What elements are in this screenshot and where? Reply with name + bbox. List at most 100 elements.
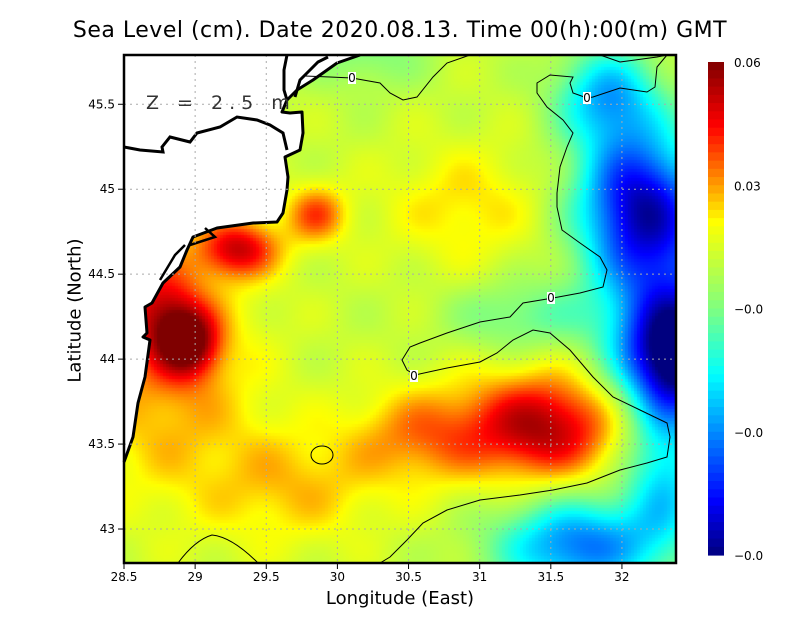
x-tick-label: 31.5 bbox=[537, 570, 564, 584]
colorbar-swatch bbox=[708, 464, 724, 474]
colorbar-swatch bbox=[708, 70, 724, 80]
colorbar-swatch bbox=[708, 250, 724, 260]
colorbar-swatch bbox=[708, 439, 724, 449]
colorbar-swatch bbox=[708, 119, 724, 129]
colorbar-swatch bbox=[708, 292, 724, 301]
x-tick-label: 29 bbox=[187, 570, 202, 584]
y-tick-label: 43.5 bbox=[88, 437, 115, 451]
colorbar-swatch bbox=[708, 242, 724, 252]
x-tick-label: 30.5 bbox=[395, 570, 422, 584]
contour-label: 0 bbox=[410, 369, 418, 383]
colorbar-swatch bbox=[708, 357, 724, 367]
colorbar-tick-label: −0.0 bbox=[734, 303, 763, 317]
colorbar-swatch bbox=[708, 398, 724, 408]
coastline bbox=[122, 53, 361, 463]
depth-annotation: Z = 2.5 m bbox=[146, 92, 296, 114]
colorbar-swatch bbox=[708, 374, 724, 384]
colorbar-tick-label: 0.06 bbox=[734, 56, 761, 70]
colorbar-swatch bbox=[708, 448, 724, 457]
colorbar-tick-label: −0.0 bbox=[734, 426, 763, 440]
colorbar-swatch bbox=[708, 489, 724, 499]
colorbar-swatch bbox=[708, 505, 724, 515]
zero-contour bbox=[310, 445, 334, 465]
colorbar-swatch bbox=[708, 530, 724, 540]
colorbar-swatch bbox=[708, 456, 724, 466]
colorbar-swatch bbox=[708, 324, 724, 334]
colorbar-swatch bbox=[708, 218, 724, 227]
contour-label-bg bbox=[348, 72, 356, 84]
colorbar-swatch bbox=[708, 160, 724, 170]
colorbar-swatch bbox=[708, 226, 724, 236]
colorbar-swatch bbox=[708, 415, 724, 425]
colorbar-swatch bbox=[708, 62, 724, 71]
zero-contour bbox=[379, 54, 671, 564]
colorbar-swatch bbox=[708, 300, 724, 310]
zero-contour bbox=[177, 534, 259, 564]
y-tick-label: 43 bbox=[100, 522, 115, 536]
lagoon-coastline bbox=[282, 54, 289, 101]
colorbar-swatch bbox=[708, 111, 724, 121]
colorbar-swatch bbox=[708, 193, 724, 203]
y-axis-label: Latitude (North) bbox=[64, 238, 86, 383]
contour-label-bg bbox=[410, 370, 418, 382]
y-tick-label: 44.5 bbox=[88, 267, 115, 281]
colorbar-swatch bbox=[708, 472, 724, 482]
x-tick-label: 28.5 bbox=[111, 570, 138, 584]
colorbar-swatch bbox=[708, 513, 724, 523]
colorbar-swatch bbox=[708, 86, 724, 96]
x-tick-label: 31 bbox=[472, 570, 487, 584]
colorbar-swatch bbox=[708, 127, 724, 137]
inland-coastline bbox=[123, 115, 289, 154]
colorbar-swatch bbox=[708, 546, 724, 556]
plot-frame bbox=[122, 53, 678, 565]
colorbar-swatch bbox=[708, 366, 724, 375]
colorbar-swatch bbox=[708, 177, 724, 186]
x-tick-label: 29.5 bbox=[253, 570, 280, 584]
colorbar-swatch bbox=[708, 185, 724, 195]
contour-label: 0 bbox=[547, 291, 555, 305]
colorbar-swatch bbox=[708, 341, 724, 351]
colorbar-swatch bbox=[708, 522, 724, 531]
colorbar-swatch bbox=[708, 308, 724, 318]
contour-label-bg bbox=[547, 292, 555, 304]
colorbar-swatch bbox=[708, 497, 724, 507]
chart-title: Sea Level (cm). Date 2020.08.13. Time 00… bbox=[72, 18, 728, 43]
colorbar-swatch bbox=[708, 390, 724, 400]
colorbar-swatch bbox=[708, 275, 724, 285]
colorbar-swatch bbox=[708, 481, 724, 490]
colorbar-swatch bbox=[708, 431, 724, 441]
y-tick-label: 44 bbox=[100, 352, 115, 366]
zero-contour bbox=[304, 54, 471, 101]
colorbar-tick-label: −0.0 bbox=[734, 549, 763, 563]
x-tick-label: 30 bbox=[330, 570, 345, 584]
colorbar-swatch bbox=[708, 94, 724, 104]
lagoon-coastline bbox=[189, 227, 218, 247]
colorbar-swatch bbox=[708, 209, 724, 219]
lagoon-coastline bbox=[293, 55, 329, 98]
contour-label: 0 bbox=[348, 71, 356, 85]
x-axis-label: Longitude (East) bbox=[325, 588, 475, 609]
colorbar-swatch bbox=[708, 538, 724, 548]
colorbar-swatch bbox=[708, 423, 724, 433]
colorbar-swatch bbox=[708, 201, 724, 211]
colorbar-swatch bbox=[708, 407, 724, 416]
colorbar-swatch bbox=[708, 152, 724, 162]
colorbar-swatch bbox=[708, 333, 724, 342]
contour-label: 0 bbox=[583, 91, 591, 105]
x-tick-label: 32 bbox=[614, 570, 629, 584]
colorbar-swatch bbox=[708, 283, 724, 293]
colorbar-swatch bbox=[708, 135, 724, 145]
colorbar-swatch bbox=[708, 382, 724, 392]
colorbar-swatch bbox=[708, 259, 724, 269]
colorbar-tick-label: 0.03 bbox=[734, 179, 761, 193]
colorbar-swatch bbox=[708, 349, 724, 359]
colorbar-swatch bbox=[708, 316, 724, 326]
colorbar-swatch bbox=[708, 234, 724, 244]
y-tick-label: 45 bbox=[100, 182, 115, 196]
colorbar-swatch bbox=[708, 168, 724, 178]
land-area bbox=[124, 55, 360, 462]
y-tick-label: 45.5 bbox=[88, 97, 115, 111]
colorbar-swatch bbox=[708, 78, 724, 88]
